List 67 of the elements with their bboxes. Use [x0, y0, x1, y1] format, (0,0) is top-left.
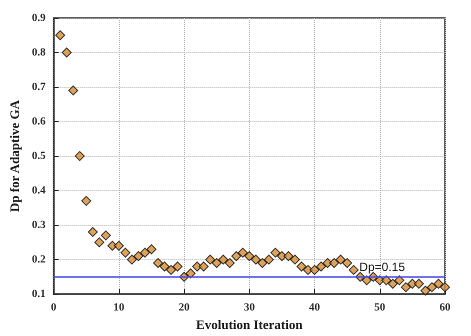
point: [283, 251, 294, 262]
point: [166, 264, 176, 275]
point: [316, 261, 326, 272]
point: [433, 278, 444, 289]
y-axis-title: Dp for Adaptive GA: [7, 99, 22, 212]
point: [388, 278, 398, 289]
point: [426, 282, 437, 292]
point: [290, 254, 300, 265]
point: [296, 261, 307, 272]
point: [94, 237, 104, 248]
point: [126, 254, 137, 265]
point: [198, 261, 209, 272]
y-tick-label: 0.5: [32, 150, 46, 162]
point: [310, 264, 320, 275]
point: [394, 275, 404, 286]
x-tick-label: 0: [50, 302, 57, 314]
point: [172, 261, 183, 272]
point: [81, 196, 92, 206]
point: [231, 251, 242, 262]
point: [140, 248, 150, 258]
y-tick-label: 0.6: [32, 116, 46, 128]
point: [160, 261, 170, 272]
point: [244, 251, 254, 262]
x-tick-label: 20: [178, 302, 190, 314]
point: [74, 151, 85, 162]
y-tick-label: 0.4: [32, 184, 46, 197]
y-tick-label: 0.8: [32, 46, 46, 59]
x-tick-label: 30: [244, 302, 256, 314]
y-tick-label: 0.1: [32, 288, 46, 300]
point: [100, 230, 111, 240]
point: [55, 30, 66, 40]
x-tick-label: 40: [309, 302, 321, 314]
point: [88, 226, 98, 237]
point: [114, 240, 124, 251]
point: [238, 248, 248, 258]
point: [224, 258, 235, 268]
point: [440, 282, 450, 292]
point: [250, 254, 261, 265]
point: [186, 268, 196, 278]
x-tick-label: 50: [374, 302, 386, 314]
point: [205, 254, 216, 265]
y-tick-label: 0.3: [32, 219, 46, 232]
point: [212, 258, 222, 268]
point: [420, 286, 430, 296]
point: [342, 258, 352, 268]
point: [329, 258, 340, 268]
y-tick-label: 0.9: [32, 12, 46, 24]
y-tick-label: 0.2: [32, 254, 46, 266]
x-axis-title: Evolution Iteration: [196, 317, 304, 332]
ref-line-label: Dp=0.15: [359, 260, 406, 274]
point: [218, 254, 228, 265]
point: [336, 254, 346, 265]
point: [68, 85, 78, 96]
x-tick-label: 60: [440, 302, 451, 314]
point: [133, 251, 144, 262]
point: [264, 254, 274, 265]
point: [257, 258, 268, 268]
point: [270, 248, 280, 258]
point: [414, 278, 424, 289]
point: [146, 244, 156, 254]
x-tick-label: 10: [113, 302, 125, 314]
y-tick-label: 0.7: [32, 81, 46, 94]
point: [62, 48, 72, 58]
point: [153, 258, 164, 268]
point: [120, 248, 130, 258]
point: [348, 264, 359, 275]
point: [400, 282, 411, 292]
